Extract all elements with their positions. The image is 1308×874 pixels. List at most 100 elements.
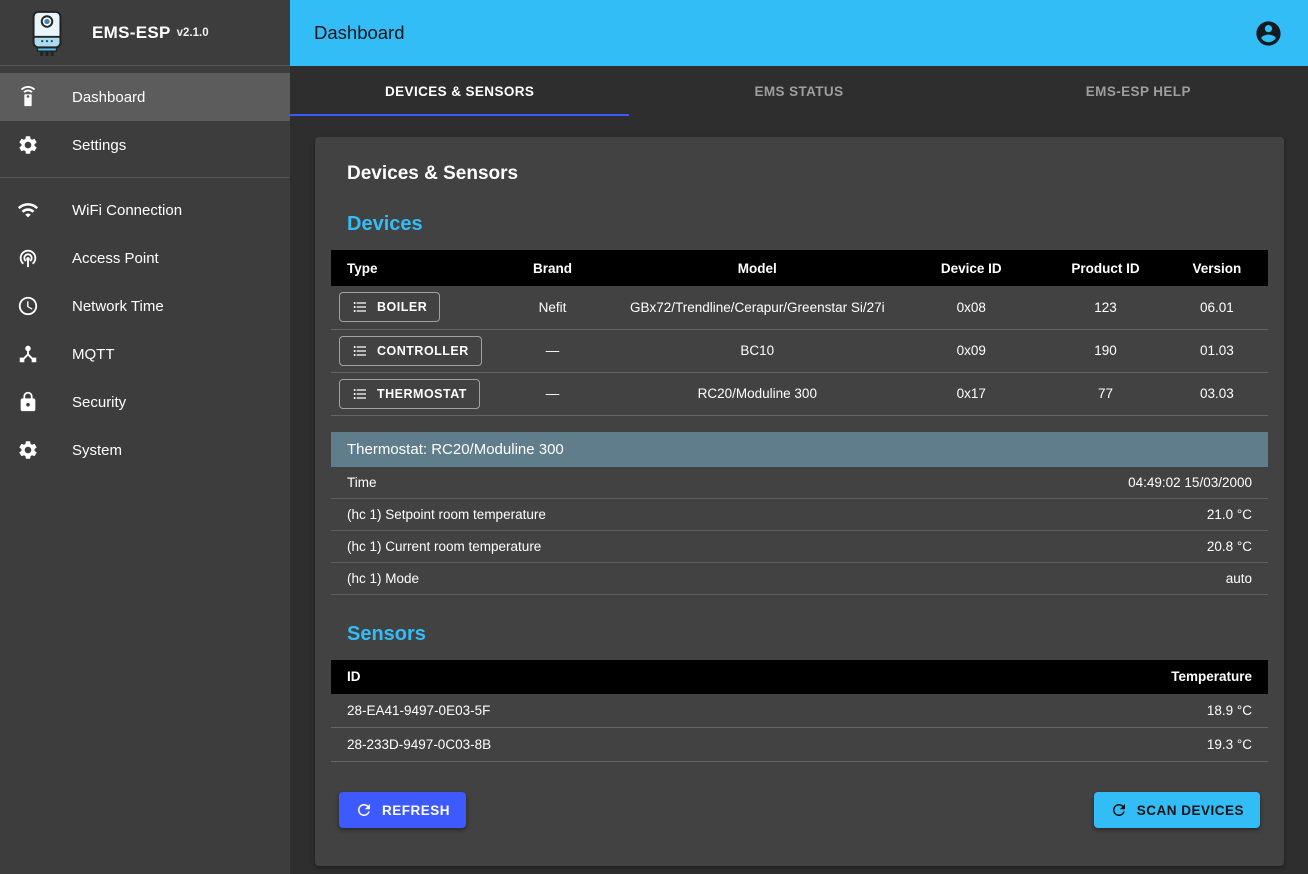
sidebar-divider: [0, 177, 290, 178]
refresh-button[interactable]: REFRESH: [339, 792, 467, 828]
page-title: Dashboard: [314, 22, 405, 43]
device-row-thermostat: THERMOSTAT — RC20/Moduline 300 0x17 77 0…: [331, 372, 1268, 416]
device-product-id: 190: [1045, 329, 1166, 373]
kv-label: (hc 1) Mode: [347, 570, 420, 586]
devices-table-header-row: Type Brand Model Device ID Product ID Ve…: [331, 250, 1268, 286]
kv-value: 21.0 °C: [1206, 506, 1252, 522]
sidebar-item-settings[interactable]: Settings: [0, 121, 290, 169]
actions-row: REFRESH SCAN DEVICES: [331, 792, 1268, 828]
thermostat-panel: Thermostat: RC20/Moduline 300 Time 04:49…: [331, 431, 1268, 595]
thermostat-panel-title: Thermostat: RC20/Moduline 300: [331, 431, 1268, 467]
col-header-type: Type: [331, 250, 488, 286]
sensor-temperature: 18.9 °C: [914, 693, 1268, 728]
refresh-icon: [1112, 804, 1125, 816]
device-model: RC20/Moduline 300: [617, 372, 898, 416]
device-model: GBx72/Trendline/Cerapur/Greenstar Si/27i: [617, 286, 898, 330]
thermostat-button[interactable]: THERMOSTAT: [339, 378, 480, 409]
sidebar-item-wifi-connection[interactable]: WiFi Connection: [0, 186, 290, 234]
thermostat-row-setpoint: (hc 1) Setpoint room temperature 21.0 °C: [331, 499, 1268, 531]
device-row-boiler: BOILER Nefit GBx72/Trendline/Cerapur/Gre…: [331, 286, 1268, 330]
kv-value: 04:49:02 15/03/2000: [1128, 474, 1252, 490]
sidebar-item-network-time[interactable]: Network Time: [0, 282, 290, 330]
kv-value: auto: [1225, 570, 1252, 586]
card-title: Devices & Sensors: [347, 163, 519, 184]
devices-heading: Devices: [347, 213, 423, 235]
sidebar-item-label: System: [72, 441, 123, 459]
list-icon: [353, 302, 366, 313]
device-product-id: 123: [1045, 286, 1166, 330]
kv-label: (hc 1) Setpoint room temperature: [347, 506, 546, 522]
boiler-logo-icon: [32, 10, 62, 56]
col-header-device-id: Device ID: [897, 250, 1046, 286]
sensors-heading: Sensors: [347, 622, 426, 645]
gear-icon: [16, 133, 40, 157]
sensor-id: 28-233D-9497-0C03-8B: [331, 727, 915, 762]
gear-icon: [16, 438, 40, 462]
kv-label: (hc 1) Current room temperature: [347, 538, 542, 554]
device-brand: Nefit: [487, 286, 618, 330]
sidebar-item-label: Dashboard: [72, 88, 146, 106]
wifi-tethering-icon: [16, 246, 40, 270]
sidebar-item-label: Settings: [72, 136, 127, 154]
sidebar-item-label: MQTT: [72, 345, 115, 363]
col-header-id: ID: [331, 659, 915, 694]
device-row-controller: CONTROLLER — BC10 0x09 190 01.03: [331, 329, 1268, 373]
device-id: 0x17: [897, 372, 1046, 416]
kv-label: Time: [347, 474, 377, 490]
col-header-model: Model: [617, 250, 898, 286]
col-header-temperature: Temperature: [914, 659, 1268, 694]
sidebar-item-label: Network Time: [72, 297, 164, 315]
sidebar-item-mqtt[interactable]: MQTT: [0, 330, 290, 378]
controller-button[interactable]: CONTROLLER: [339, 335, 482, 366]
lock-icon: [16, 390, 40, 414]
list-icon: [353, 345, 366, 356]
tab-ems-status[interactable]: EMS STATUS: [754, 83, 844, 99]
sidebar-item-label: Access Point: [72, 249, 159, 267]
sidebar-item-label: WiFi Connection: [72, 201, 183, 219]
col-header-version: Version: [1165, 250, 1268, 286]
sidebar-item-dashboard[interactable]: Dashboard: [0, 73, 290, 121]
sensors-table-header-row: ID Temperature: [331, 659, 1268, 694]
sidebar-nav: Dashboard Settings WiFi Connection Acces: [0, 66, 290, 474]
settings-remote-icon: [16, 85, 40, 109]
col-header-product-id: Product ID: [1045, 250, 1166, 286]
sidebar-item-label: Security: [72, 393, 127, 411]
sensor-row: 28-233D-9497-0C03-8B 19.3 °C: [331, 727, 1268, 762]
sidebar-item-security[interactable]: Security: [0, 378, 290, 426]
sidebar-header: EMS-ESP v2.1.0: [0, 0, 290, 66]
sidebar-item-system[interactable]: System: [0, 426, 290, 474]
boiler-button[interactable]: BOILER: [339, 292, 441, 323]
clock-icon: [16, 294, 40, 318]
thermostat-row-time: Time 04:49:02 15/03/2000: [331, 467, 1268, 499]
scan-devices-button[interactable]: SCAN DEVICES: [1093, 792, 1260, 828]
list-icon: [353, 388, 366, 399]
account-circle-icon[interactable]: [1252, 17, 1284, 49]
sensor-row: 28-EA41-9497-0E03-5F 18.9 °C: [331, 693, 1268, 728]
sensor-id: 28-EA41-9497-0E03-5F: [331, 693, 915, 728]
sidebar: EMS-ESP v2.1.0 Dashboard Settings: [0, 0, 290, 874]
device-brand: —: [487, 329, 618, 373]
app-title: EMS-ESP: [92, 22, 171, 42]
col-header-brand: Brand: [487, 250, 618, 286]
wifi-icon: [16, 198, 40, 222]
refresh-icon: [357, 804, 370, 816]
device-id: 0x08: [897, 286, 1046, 330]
app-version: v2.1.0: [176, 26, 209, 39]
device-hub-icon: [16, 342, 40, 366]
sensor-temperature: 19.3 °C: [914, 727, 1268, 762]
devices-sensors-card: Devices & Sensors Devices Type Brand Mod…: [315, 137, 1284, 866]
device-product-id: 77: [1045, 372, 1166, 416]
tab-devices-sensors[interactable]: DEVICES & SENSORS: [290, 66, 630, 116]
device-model: BC10: [617, 329, 898, 373]
tab-ems-esp-help[interactable]: EMS-ESP HELP: [1085, 83, 1191, 99]
thermostat-row-current-temp: (hc 1) Current room temperature 20.8 °C: [331, 531, 1268, 563]
appbar: Dashboard: [290, 0, 1308, 66]
sidebar-item-access-point[interactable]: Access Point: [0, 234, 290, 282]
thermostat-row-mode: (hc 1) Mode auto: [331, 563, 1268, 595]
device-brand: —: [487, 372, 618, 416]
kv-value: 20.8 °C: [1206, 538, 1252, 554]
device-version: 06.01: [1165, 286, 1268, 330]
device-version: 03.03: [1165, 372, 1268, 416]
main-area: Dashboard DEVICES & SENSORS EMS STATUS E…: [290, 0, 1308, 874]
